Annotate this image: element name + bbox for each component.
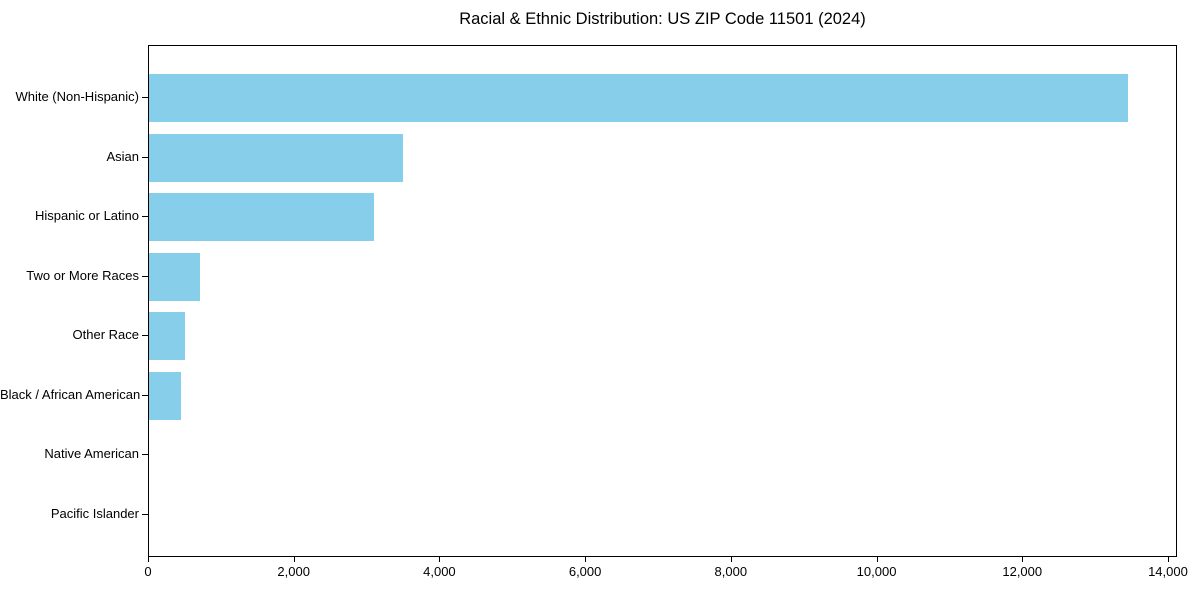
bar-0: [149, 74, 1129, 122]
x-tick-label-6: 12,000: [1002, 564, 1043, 579]
y-label-3: Two or More Races: [26, 267, 139, 283]
y-label-4: Other Race: [72, 327, 139, 343]
x-tick-2: [439, 557, 441, 562]
x-tick-1: [293, 557, 295, 562]
y-tick-6: [142, 454, 148, 456]
x-tick-4: [730, 557, 732, 562]
x-tick-label-7: 14,000: [1148, 564, 1188, 579]
bar-3: [149, 252, 200, 301]
plot-area: [148, 45, 1177, 557]
y-tick-3: [142, 275, 148, 277]
x-tick-label-2: 4,000: [423, 564, 456, 579]
bar-4: [149, 312, 186, 361]
x-tick-6: [1022, 557, 1024, 562]
x-tick-0: [148, 557, 149, 562]
bar-1: [149, 133, 403, 182]
y-label-0: White (Non-Hispanic): [15, 89, 139, 104]
x-tick-label-3: 6,000: [568, 564, 602, 579]
y-label-7: Pacific Islander: [50, 505, 139, 521]
y-tick-7: [142, 513, 148, 515]
x-tick-label-4: 8,000: [714, 564, 748, 579]
x-tick-label-1: 2,000: [277, 564, 310, 579]
y-tick-4: [142, 335, 148, 337]
y-tick-0: [142, 97, 148, 98]
y-label-1: Asian: [106, 148, 139, 164]
x-tick-label-5: 10,000: [856, 564, 897, 579]
x-tick-7: [1167, 557, 1169, 562]
y-tick-5: [142, 394, 148, 396]
x-tick-5: [876, 557, 878, 562]
chart-title: Racial & Ethnic Distribution: US ZIP Cod…: [459, 10, 866, 28]
x-tick-3: [585, 557, 587, 562]
y-label-5: Black / African American: [0, 386, 141, 402]
y-label-6: Native American: [44, 446, 139, 462]
bar-2: [149, 193, 375, 242]
x-tick-label-0: 0: [144, 564, 152, 579]
y-tick-1: [142, 156, 148, 158]
bar-5: [149, 371, 182, 420]
y-tick-2: [142, 216, 148, 218]
y-label-2: Hispanic or Latino: [34, 208, 139, 224]
